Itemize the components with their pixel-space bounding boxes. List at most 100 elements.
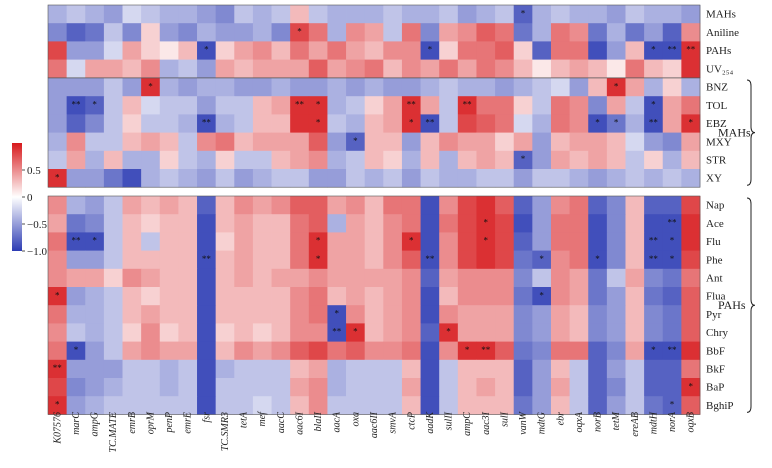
heatmap-cell xyxy=(681,378,701,397)
column-labels: K07576 marC ampG TC.MATE emrB oprM penP emrE fsr… xyxy=(52,410,696,452)
column-label: oqxB xyxy=(686,412,697,433)
colorbar-gradient xyxy=(12,143,22,251)
heatmap-cell xyxy=(252,132,272,152)
significance-marker: * xyxy=(334,308,339,318)
heatmap-cell xyxy=(122,169,142,188)
heatmap-cell xyxy=(513,150,533,170)
heatmap-cell xyxy=(85,150,105,170)
heatmap-cell xyxy=(234,150,254,170)
heatmap-cells xyxy=(47,4,701,415)
heatmap-cell xyxy=(271,323,291,342)
heatmap-cell xyxy=(85,114,105,133)
heatmap-cell xyxy=(271,59,291,79)
heatmap-cell xyxy=(252,287,272,306)
heatmap-cell xyxy=(103,78,123,97)
heatmap-cell xyxy=(681,150,701,170)
heatmap-cell xyxy=(308,378,328,397)
row-label: Aniline xyxy=(706,27,739,39)
significance-marker: * xyxy=(465,345,470,355)
row-label: Phe xyxy=(706,254,723,266)
heatmap-cell xyxy=(103,214,123,233)
heatmap-cell xyxy=(439,41,459,60)
heatmap-cell xyxy=(252,5,272,24)
heatmap-cell xyxy=(141,232,161,251)
heatmap-cell xyxy=(625,268,645,288)
heatmap-cell xyxy=(625,169,645,188)
heatmap-cell xyxy=(290,169,310,188)
heatmap-cell xyxy=(495,150,515,170)
heatmap-cell xyxy=(420,323,440,342)
heatmap-cell xyxy=(364,232,384,251)
heatmap-cell xyxy=(66,305,86,324)
heatmap-cell xyxy=(588,96,608,115)
heatmap-cell xyxy=(346,23,366,42)
heatmap-cell xyxy=(532,132,552,152)
heatmap-cell xyxy=(495,78,515,97)
heatmap-cell xyxy=(550,305,570,324)
heatmap-cell xyxy=(383,78,403,97)
heatmap-cell xyxy=(439,150,459,170)
heatmap-cell xyxy=(290,268,310,288)
heatmap-cell xyxy=(48,250,68,270)
heatmap-cell xyxy=(662,214,682,233)
heatmap-cell xyxy=(308,114,328,133)
heatmap-cell xyxy=(215,169,235,188)
heatmap-cell xyxy=(383,359,403,379)
heatmap-cell xyxy=(569,196,589,215)
heatmap-cell xyxy=(159,5,179,24)
heatmap-cell xyxy=(66,150,86,170)
heatmap-cell xyxy=(178,378,198,397)
heatmap-cell xyxy=(364,96,384,115)
heatmap-cell xyxy=(569,359,589,379)
heatmap-cell xyxy=(532,359,552,379)
heatmap-cell xyxy=(513,23,533,42)
heatmap-cell xyxy=(662,150,682,170)
heatmap-cell xyxy=(252,305,272,324)
heatmap-cell xyxy=(495,169,515,188)
row-label: BbF xyxy=(706,345,725,357)
significance-marker: * xyxy=(521,8,526,18)
heatmap-cell xyxy=(476,341,496,361)
heatmap-cell xyxy=(439,305,459,324)
heatmap-cell xyxy=(681,78,701,97)
column-label: tetA xyxy=(239,411,250,428)
heatmap-cell xyxy=(439,323,459,342)
heatmap-cell xyxy=(569,5,589,24)
heatmap-cell xyxy=(122,378,142,397)
heatmap-cell xyxy=(457,132,477,152)
heatmap-cell xyxy=(550,23,570,42)
column-label: mef xyxy=(257,411,268,427)
significance-marker: * xyxy=(670,236,675,246)
heatmap-cell xyxy=(346,232,366,251)
heatmap-cell xyxy=(681,96,701,115)
heatmap-cell xyxy=(252,396,272,415)
heatmap-cell xyxy=(606,268,626,288)
heatmap-cell xyxy=(569,96,589,115)
heatmap-cell xyxy=(495,23,515,42)
significance-marker: * xyxy=(688,381,693,391)
heatmap-cell xyxy=(550,196,570,215)
significance-marker: * xyxy=(484,217,489,227)
heatmap-cell xyxy=(662,359,682,379)
heatmap-cell xyxy=(606,396,626,415)
heatmap-cell xyxy=(141,23,161,42)
heatmap-cell xyxy=(401,268,421,288)
column-label: norB xyxy=(593,412,604,432)
heatmap-cell xyxy=(588,250,608,270)
heatmap-cell xyxy=(495,132,515,152)
heatmap-cell xyxy=(588,359,608,379)
group-bracket xyxy=(746,79,756,186)
heatmap-cell xyxy=(178,114,198,133)
column-label: TC.MATE xyxy=(108,412,119,452)
column-label: aadK xyxy=(425,411,436,434)
heatmap-cell xyxy=(327,250,347,270)
heatmap-cell xyxy=(662,78,682,97)
heatmap-cell xyxy=(532,96,552,115)
heatmap-cell xyxy=(290,150,310,170)
heatmap-cell xyxy=(662,305,682,324)
heatmap-cell xyxy=(48,341,68,361)
heatmap-cell xyxy=(141,341,161,361)
heatmap-cell xyxy=(215,359,235,379)
heatmap-cell xyxy=(197,196,217,215)
heatmap-cell xyxy=(234,41,254,60)
